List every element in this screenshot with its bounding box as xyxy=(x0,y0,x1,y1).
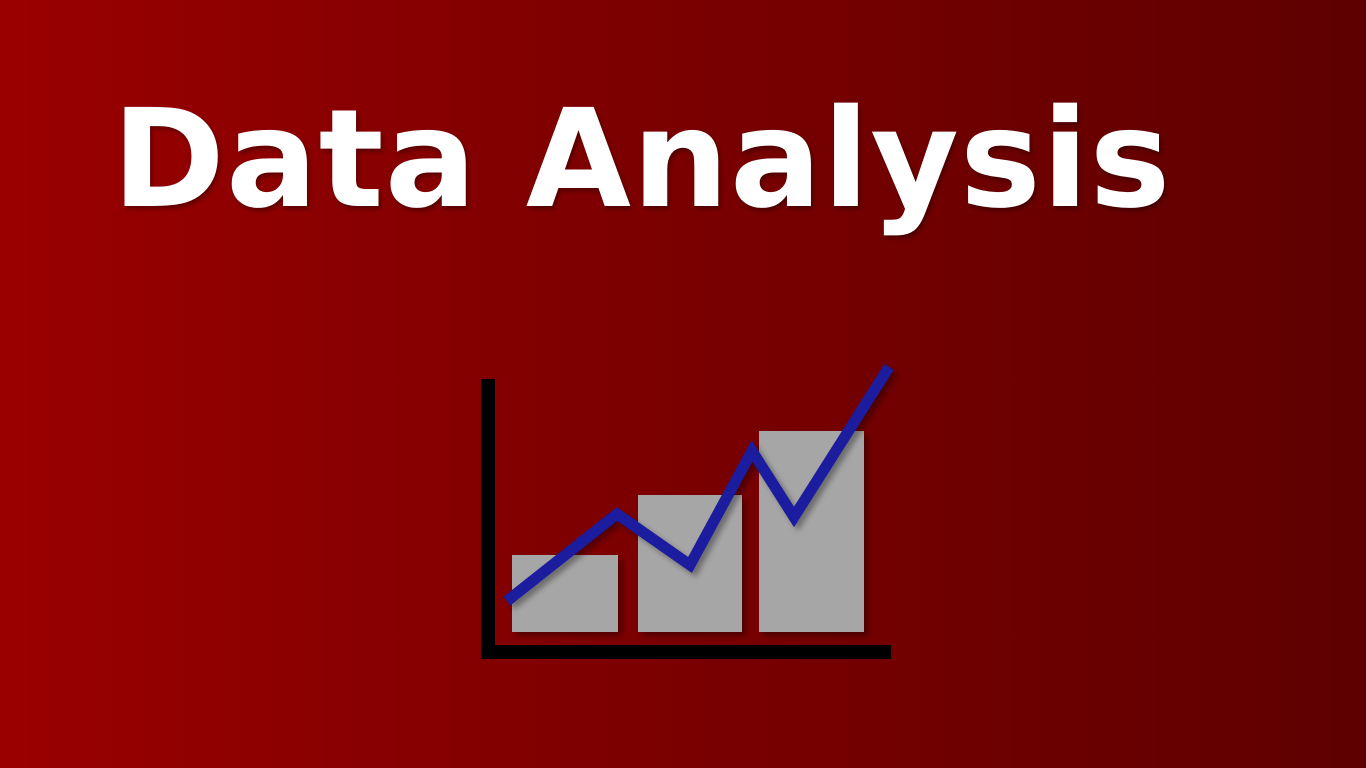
chart-icon-bar-3 xyxy=(759,431,864,632)
bar-line-chart-icon xyxy=(481,364,894,659)
chart-icon-trend-line xyxy=(503,364,894,606)
slide-title: Data Analysis xyxy=(112,81,1172,239)
chart-icon-axes xyxy=(481,379,891,659)
chart-icon-bar-1 xyxy=(512,555,618,632)
chart-icon-bars xyxy=(512,431,864,632)
